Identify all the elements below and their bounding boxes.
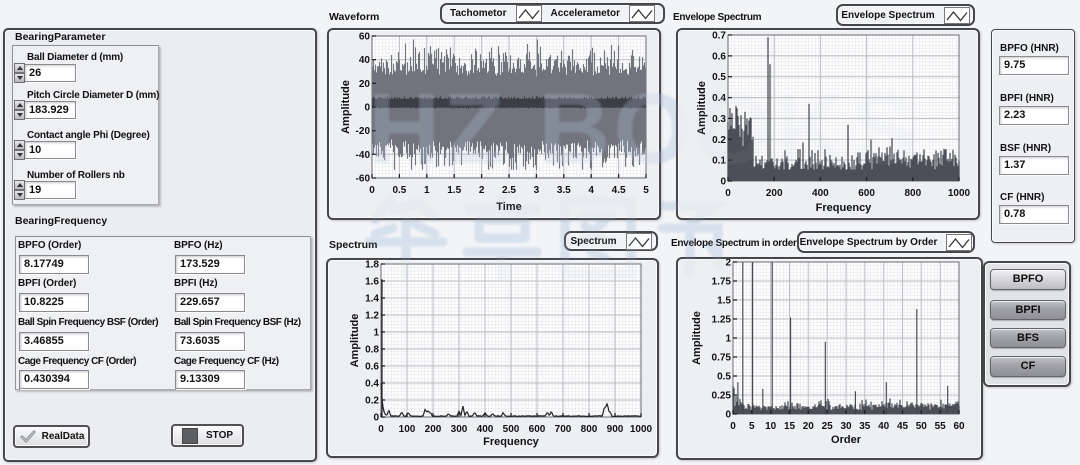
svg-text:Amplitude: Amplitude [691,311,703,365]
svg-text:30: 30 [840,421,852,432]
svg-text:5: 5 [643,185,649,196]
svg-text:0.2: 0.2 [365,396,379,407]
svg-text:55: 55 [935,421,947,432]
svg-text:Frequency: Frequency [816,202,873,214]
svg-text:4: 4 [588,185,594,196]
svg-text:400: 400 [477,424,494,435]
svg-text:800: 800 [581,424,598,435]
svg-text:Time: Time [496,201,521,213]
svg-text:20: 20 [803,421,815,432]
svg-text:400: 400 [812,188,829,199]
svg-text:0: 0 [378,424,384,435]
svg-text:0: 0 [725,188,731,199]
svg-text:0: 0 [369,185,375,196]
svg-text:-40: -40 [356,150,371,161]
svg-text:Order: Order [831,434,862,446]
svg-text:1.2: 1.2 [365,311,379,322]
svg-text:2: 2 [725,259,731,269]
svg-text:2.5: 2.5 [502,185,516,196]
svg-text:1: 1 [373,328,379,339]
svg-text:200: 200 [766,188,783,199]
svg-text:0.25: 0.25 [712,391,732,402]
svg-text:600: 600 [529,424,546,435]
svg-text:0: 0 [364,103,370,114]
svg-text:0.6: 0.6 [365,362,379,373]
svg-text:10: 10 [765,421,777,432]
svg-text:60: 60 [359,32,371,43]
svg-text:2: 2 [479,185,485,196]
svg-text:600: 600 [858,188,875,199]
svg-text:0.5: 0.5 [717,372,731,383]
svg-text:1000: 1000 [948,188,971,199]
svg-text:60: 60 [953,421,965,432]
svg-text:50: 50 [916,421,928,432]
svg-text:1000: 1000 [630,424,653,435]
svg-text:-20: -20 [356,126,371,137]
svg-text:100: 100 [399,424,416,435]
svg-text:0: 0 [720,177,726,188]
svg-text:Amplitude: Amplitude [340,80,352,134]
svg-text:4.5: 4.5 [612,185,626,196]
svg-text:5: 5 [749,421,755,432]
svg-text:900: 900 [607,424,624,435]
svg-text:200: 200 [425,424,442,435]
svg-text:Frequency: Frequency [483,436,540,448]
svg-text:3.5: 3.5 [557,185,571,196]
svg-text:Amplitude: Amplitude [349,314,361,368]
svg-text:0.5: 0.5 [712,72,726,83]
svg-text:1.8: 1.8 [365,260,379,271]
svg-text:300: 300 [451,424,468,435]
svg-text:0.4: 0.4 [365,379,379,390]
svg-text:0: 0 [725,410,731,421]
svg-text:700: 700 [555,424,572,435]
svg-text:1: 1 [424,185,430,196]
svg-text:0.3: 0.3 [712,114,726,125]
svg-text:40: 40 [359,55,371,66]
svg-text:25: 25 [822,421,834,432]
svg-text:1.25: 1.25 [712,315,732,326]
svg-text:1: 1 [725,334,731,345]
svg-text:1.4: 1.4 [365,294,379,305]
svg-text:-60: -60 [356,174,371,185]
svg-text:3: 3 [534,185,540,196]
svg-text:800: 800 [904,188,921,199]
svg-text:0.75: 0.75 [712,353,732,364]
svg-text:1.6: 1.6 [365,277,379,288]
svg-text:0.5: 0.5 [392,185,406,196]
svg-text:0: 0 [730,421,736,432]
svg-text:35: 35 [859,421,871,432]
svg-text:0.8: 0.8 [365,345,379,356]
svg-text:0.4: 0.4 [712,93,726,104]
svg-text:0.2: 0.2 [712,135,726,146]
svg-text:40: 40 [878,421,890,432]
svg-text:1.75: 1.75 [712,277,732,288]
svg-text:0.6: 0.6 [712,51,726,62]
svg-text:0.1: 0.1 [712,156,726,167]
svg-text:45: 45 [897,421,909,432]
svg-text:0: 0 [373,413,379,424]
svg-text:Amplitude: Amplitude [696,81,708,135]
svg-text:15: 15 [784,421,796,432]
svg-text:1.5: 1.5 [447,185,461,196]
svg-text:0.7: 0.7 [712,31,726,42]
svg-text:20: 20 [359,79,371,90]
svg-text:1.5: 1.5 [717,296,731,307]
svg-text:500: 500 [503,424,520,435]
